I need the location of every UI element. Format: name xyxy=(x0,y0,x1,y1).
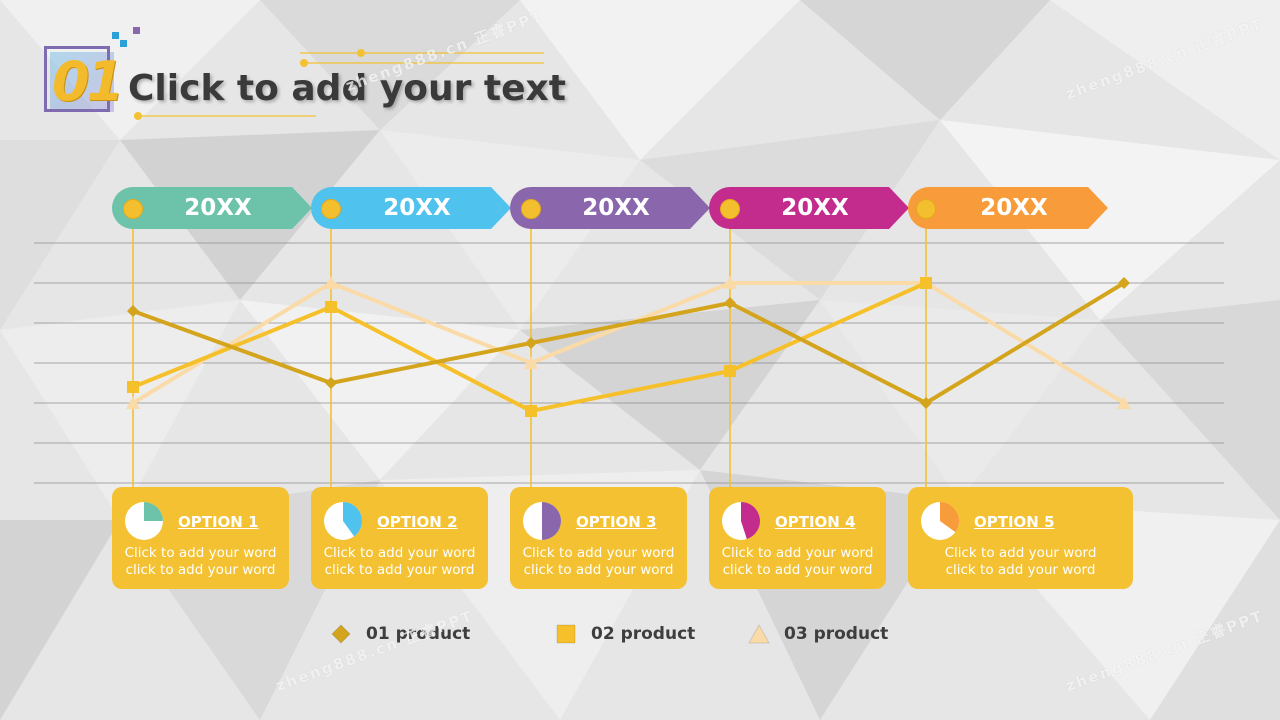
legend-label: 01 product xyxy=(366,624,471,644)
data-point-series-1 xyxy=(724,297,736,309)
pie-chart-icon xyxy=(523,502,561,540)
option-text-line: click to add your word xyxy=(125,562,276,578)
option-title[interactable]: OPTION 1 xyxy=(178,513,259,531)
data-point-series-2 xyxy=(127,381,139,393)
year-banner[interactable]: 20XX xyxy=(112,187,312,229)
title-decor-lines xyxy=(134,49,544,120)
option-text-line: click to add your word xyxy=(945,562,1096,578)
data-point-series-1 xyxy=(920,397,932,409)
option-card[interactable]: OPTION 3 Click to add your word click to a… xyxy=(510,487,687,589)
legend-item: 01 product xyxy=(330,622,470,646)
year-banner[interactable]: 20XX xyxy=(510,187,710,229)
year-dot xyxy=(123,199,143,219)
legend-label: 02 product xyxy=(591,624,696,644)
option-text-line: Click to add your word xyxy=(522,545,675,561)
year-dot xyxy=(521,199,541,219)
year-label: 20XX xyxy=(184,195,252,221)
option-text-line: click to add your word xyxy=(324,562,475,578)
data-point-series-3 xyxy=(524,356,538,369)
year-dot xyxy=(321,199,341,219)
option-text-line: click to add your word xyxy=(523,562,674,578)
year-banner[interactable]: 20XX xyxy=(709,187,909,229)
option-card[interactable]: OPTION 1 Click to add your word click to a… xyxy=(112,487,289,589)
year-label: 20XX xyxy=(980,195,1048,221)
pie-chart-icon xyxy=(921,502,960,540)
pie-chart-icon xyxy=(324,502,363,540)
pie-slice xyxy=(940,502,960,533)
page-title[interactable]: Click to add your text xyxy=(128,68,566,109)
option-card[interactable]: OPTION 4 Click to add your word click to a… xyxy=(709,487,886,589)
option-card[interactable]: OPTION 5 Click to add your word click to a… xyxy=(908,487,1133,589)
option-text: Click to add your word click to add your … xyxy=(510,545,687,579)
data-point-series-2 xyxy=(525,405,537,417)
pie-slice xyxy=(542,502,561,540)
legend-label: 03 product xyxy=(784,624,889,644)
decor-square xyxy=(112,32,119,39)
year-banner[interactable]: 20XX xyxy=(311,187,511,229)
option-title[interactable]: OPTION 5 xyxy=(974,513,1055,531)
year-label: 20XX xyxy=(781,195,849,221)
option-card[interactable]: OPTION 2 Click to add your word click to a… xyxy=(311,487,488,589)
option-text: Click to add your word click to add your … xyxy=(311,545,488,579)
data-point-series-2 xyxy=(920,277,932,289)
year-dot xyxy=(720,199,740,219)
triangle-marker-icon xyxy=(748,623,770,644)
data-point-series-1 xyxy=(1118,277,1130,289)
square-marker-icon xyxy=(556,624,576,644)
legend-item: 02 product xyxy=(555,622,695,646)
diamond-marker-icon xyxy=(331,624,351,644)
year-dot xyxy=(916,199,936,219)
option-text-line: click to add your word xyxy=(722,562,873,578)
pie-slice xyxy=(741,502,760,540)
data-point-series-3 xyxy=(126,396,140,409)
legend-item: 03 product xyxy=(748,622,888,646)
option-title[interactable]: OPTION 3 xyxy=(576,513,657,531)
series-line-1 xyxy=(132,281,1126,405)
series-line-3 xyxy=(131,281,1126,405)
year-label: 20XX xyxy=(383,195,451,221)
year-banner[interactable]: 20XX xyxy=(908,187,1108,229)
option-text-line: Click to add your word xyxy=(124,545,277,561)
number-badge-fill xyxy=(50,52,114,112)
pie-slice xyxy=(343,502,363,537)
option-text: Click to add your word click to add your … xyxy=(709,545,886,579)
option-text-line: Click to add your word xyxy=(323,545,476,561)
data-point-series-1 xyxy=(325,377,337,389)
data-point-series-3 xyxy=(1117,396,1131,409)
year-label: 20XX xyxy=(582,195,650,221)
data-point-series-2 xyxy=(724,365,736,377)
data-point-series-2 xyxy=(325,301,337,313)
data-point-series-1 xyxy=(525,337,537,349)
option-text: Click to add your word click to add your … xyxy=(908,545,1133,579)
option-title[interactable]: OPTION 2 xyxy=(377,513,458,531)
data-point-series-3 xyxy=(723,276,737,289)
pie-chart-icon xyxy=(722,502,760,540)
data-point-series-1 xyxy=(127,305,139,317)
option-title[interactable]: OPTION 4 xyxy=(775,513,856,531)
number-badge-frame xyxy=(44,46,110,112)
decor-square xyxy=(133,27,140,34)
decor-square xyxy=(120,40,127,47)
data-point-series-3 xyxy=(324,276,338,289)
pie-chart-icon xyxy=(125,502,163,540)
slide-number: 01 xyxy=(52,50,124,113)
option-text: Click to add your word click to add your … xyxy=(112,545,289,579)
option-text-line: Click to add your word xyxy=(944,545,1097,561)
pie-slice xyxy=(144,502,163,521)
option-text-line: Click to add your word xyxy=(721,545,874,561)
